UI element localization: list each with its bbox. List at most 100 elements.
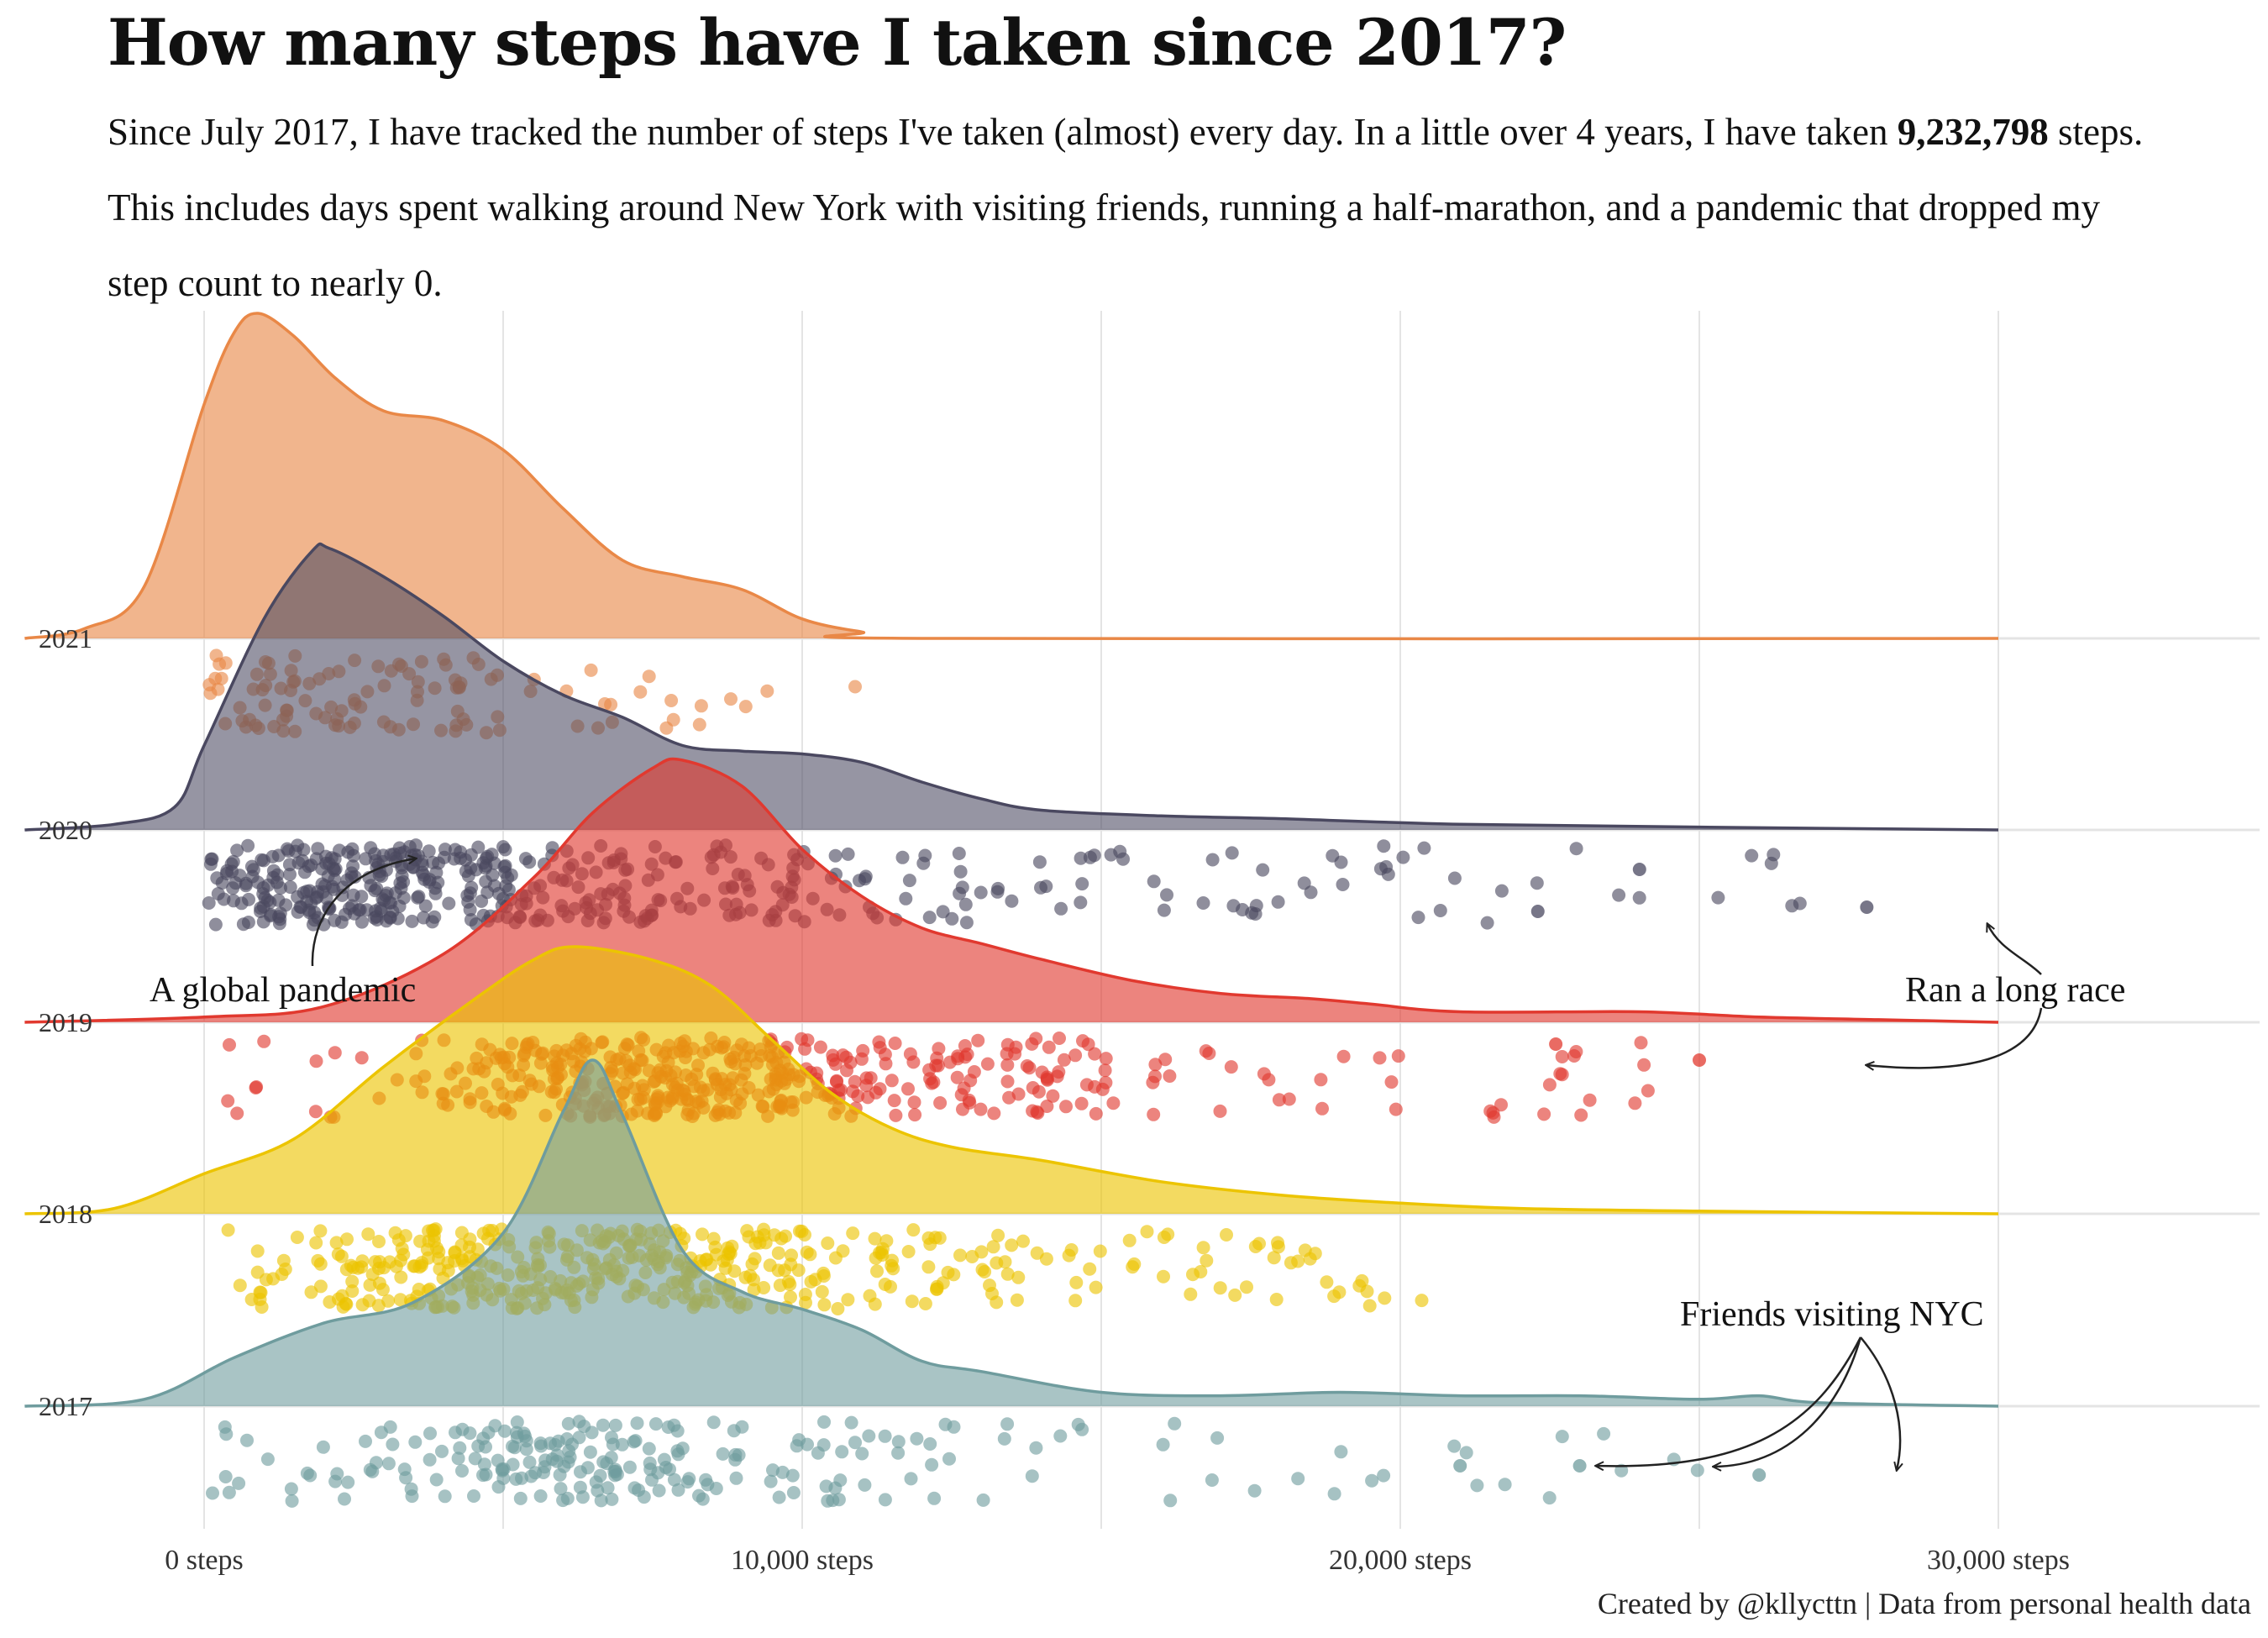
data-point (372, 868, 386, 882)
data-point (506, 1439, 519, 1453)
chart-subtitle: Since July 2017, I have tracked the numb… (108, 94, 2157, 321)
data-point (927, 1491, 942, 1505)
data-point (1447, 871, 1462, 885)
data-point (1000, 1267, 1015, 1281)
data-point (1634, 1036, 1648, 1050)
data-point (933, 1096, 948, 1110)
data-point (361, 1227, 375, 1242)
data-point (1572, 1459, 1587, 1473)
data-point (359, 852, 373, 866)
data-point (339, 1263, 354, 1277)
annotation-friends: Friends visiting NYC (1680, 1295, 1984, 1334)
data-point (460, 889, 475, 902)
data-point (246, 863, 260, 877)
data-point (1494, 1098, 1508, 1112)
data-point (1530, 905, 1545, 918)
data-point (322, 857, 336, 871)
data-point (1336, 1049, 1351, 1063)
data-point (1020, 1059, 1034, 1073)
data-point (873, 1082, 887, 1096)
data-point (463, 903, 477, 916)
data-point (1537, 1107, 1551, 1121)
data-point (608, 1418, 622, 1432)
data-point (261, 878, 276, 892)
data-point (708, 1240, 722, 1254)
data-point (454, 1226, 469, 1240)
data-point (369, 1456, 383, 1470)
data-point (598, 697, 612, 711)
data-point (1205, 853, 1220, 867)
data-point (1220, 1228, 1233, 1242)
data-point (831, 1302, 845, 1315)
data-point (251, 875, 265, 890)
data-point (1122, 1233, 1137, 1247)
data-point (435, 1444, 449, 1458)
subtitle-text-1: Since July 2017, I have tracked the numb… (108, 111, 1898, 153)
data-point (1089, 1280, 1103, 1294)
data-point (221, 1223, 235, 1237)
data-point (583, 1445, 597, 1459)
data-point (375, 1283, 390, 1297)
data-point (938, 1417, 953, 1431)
data-point (605, 1431, 618, 1445)
data-point (476, 908, 491, 922)
data-point (316, 1440, 330, 1454)
data-point (1334, 1445, 1348, 1459)
data-point (657, 1452, 671, 1467)
data-point (671, 1447, 685, 1462)
year-label-2019: 2019 (39, 1007, 92, 1037)
data-point (800, 1245, 814, 1259)
data-point (388, 886, 402, 900)
data-point (1157, 903, 1171, 917)
data-point (227, 894, 240, 908)
data-point (724, 692, 738, 706)
data-point (364, 879, 378, 893)
data-point (1365, 1473, 1379, 1488)
data-point (429, 1473, 444, 1487)
data-point (250, 1265, 265, 1279)
data-point (889, 1108, 903, 1122)
data-point (932, 1231, 947, 1245)
data-point (236, 917, 250, 932)
data-point (580, 1461, 595, 1475)
data-point (404, 1482, 418, 1496)
year-label-2017: 2017 (39, 1391, 92, 1421)
data-point (795, 1032, 809, 1046)
data-point (584, 663, 598, 677)
data-point (504, 868, 518, 882)
data-point (1632, 863, 1646, 876)
data-point (1106, 1096, 1121, 1110)
data-point (1498, 1478, 1512, 1492)
data-point (211, 887, 225, 900)
data-point (249, 1081, 263, 1095)
data-point (1637, 1058, 1651, 1072)
data-point (956, 1102, 969, 1116)
data-point (1583, 1093, 1597, 1107)
data-point (1213, 1281, 1227, 1295)
data-point (870, 1264, 884, 1278)
data-point (868, 1231, 882, 1246)
data-point (496, 840, 510, 854)
data-point (1542, 1078, 1557, 1092)
data-point (604, 1451, 618, 1465)
ridge-line-2021 (24, 312, 1999, 641)
data-point (1433, 904, 1447, 917)
data-point (1225, 846, 1239, 860)
data-point (1745, 848, 1759, 863)
data-point (922, 1063, 937, 1077)
data-point (1483, 1104, 1498, 1118)
data-point (1480, 916, 1494, 930)
x-tick-label: 0 steps (165, 1545, 244, 1576)
data-point (740, 1224, 754, 1238)
data-point (302, 903, 316, 917)
data-point (918, 1297, 932, 1310)
data-point (1005, 1238, 1019, 1252)
data-point (463, 1426, 477, 1441)
data-point (418, 899, 433, 913)
data-point (706, 1415, 721, 1430)
data-point (453, 1441, 467, 1455)
x-tick-label: 20,000 steps (1329, 1545, 1472, 1576)
caption: Created by @kllycttn | Data from persona… (1597, 1587, 2251, 1620)
data-point (285, 1494, 299, 1508)
data-point (778, 1263, 792, 1278)
